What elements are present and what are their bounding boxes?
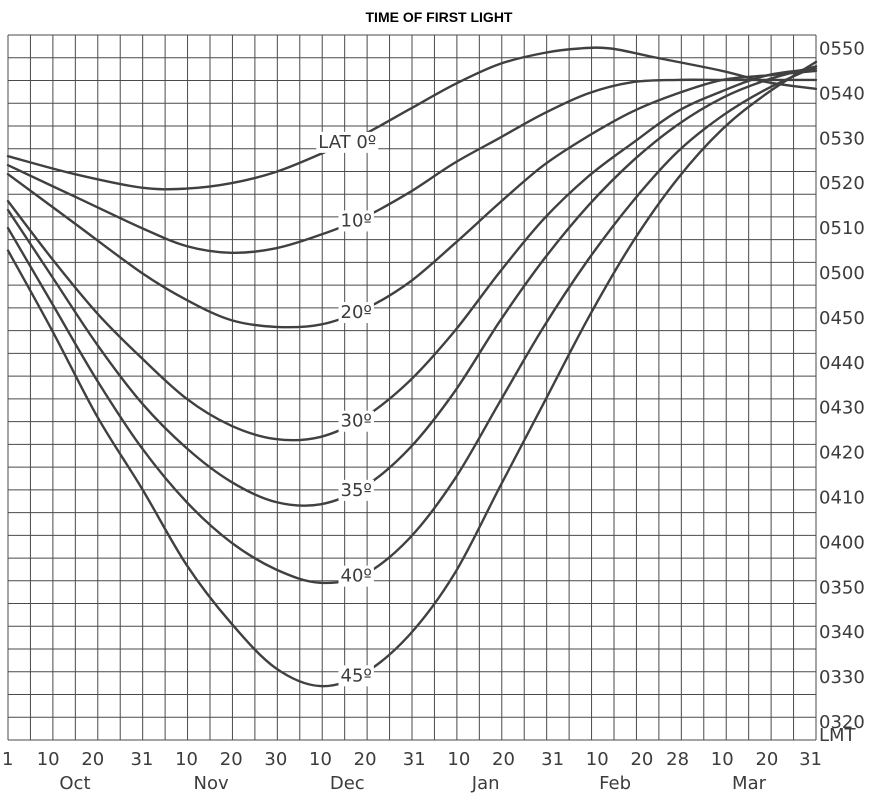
chart-title: TIME OF FIRST LIGHT: [366, 9, 513, 25]
x-tick-label: 31: [799, 749, 822, 770]
x-tick-label: 20: [81, 749, 104, 770]
y-tick-label: 0400: [819, 532, 865, 553]
x-tick-label: 20: [220, 749, 243, 770]
x-month-label: Jan: [471, 773, 500, 794]
x-tick-label: 30: [264, 749, 287, 770]
y-tick-label: 0520: [819, 173, 865, 194]
x-tick-label: 28: [666, 749, 689, 770]
y-tick-label: 0410: [819, 488, 865, 509]
chart-curve-labels: LAT 0º 10º 20º 30º 35º 40º 45º: [316, 131, 379, 687]
y-tick-label: 0500: [819, 263, 865, 284]
x-tick-label: 10: [711, 749, 734, 770]
x-tick-label: 20: [492, 749, 515, 770]
curve-label-background: [338, 565, 374, 587]
curve-series-2: [6, 69, 818, 329]
curve-label-4: 35º: [341, 480, 372, 501]
x-tick-label: 10: [586, 749, 609, 770]
curve-label-2: 20º: [341, 302, 372, 323]
y-tick-label: 0530: [819, 128, 865, 149]
x-month-label: Mar: [732, 773, 767, 794]
curve-label-background: [338, 302, 374, 324]
chart-tick-labels: 0320 0330 0340 0350 0400 0410 0420 0430 0440 0450…: [2, 38, 865, 794]
chart-grid: [7, 34, 817, 741]
curve-series-1: [6, 78, 818, 255]
curve-series-0: [6, 46, 818, 191]
x-tick-label: 31: [130, 749, 153, 770]
x-tick-label: 31: [541, 749, 564, 770]
curve-label-background: [316, 131, 379, 153]
x-month-label: Dec: [330, 773, 365, 794]
x-tick-label: 10: [37, 749, 60, 770]
curve-label-0: LAT 0º: [318, 132, 376, 153]
curve-label-5: 40º: [341, 566, 372, 587]
y-tick-label: 0320: [819, 712, 865, 733]
y-tick-label: 0430: [819, 398, 865, 419]
curve-label-6: 45º: [341, 665, 372, 686]
x-tick-label: 20: [354, 749, 377, 770]
x-tick-label: 10: [447, 749, 470, 770]
x-month-label: Feb: [599, 773, 631, 794]
y-tick-label: 0440: [819, 353, 865, 374]
chart-curves: [6, 46, 818, 688]
curve-series-4: [6, 65, 818, 507]
y-tick-label: 0450: [819, 308, 865, 329]
y-tick-label: 0420: [819, 443, 865, 464]
curve-series-6: [6, 60, 818, 688]
curve-label-1: 10º: [341, 210, 372, 231]
y-tick-label: 0350: [819, 577, 865, 598]
x-tick-label: 10: [309, 749, 332, 770]
x-month-label: Nov: [194, 773, 229, 794]
x-month-label: Oct: [59, 773, 90, 794]
y-tick-label: 0550: [819, 38, 865, 59]
curve-label-background: [338, 210, 374, 232]
y-tick-label: 0510: [819, 218, 865, 239]
x-tick-label: 20: [755, 749, 778, 770]
y-tick-label: 0340: [819, 622, 865, 643]
y-tick-label: 0540: [819, 83, 865, 104]
curve-label-background: [338, 410, 374, 432]
y-unit-label: LMT: [819, 725, 857, 746]
curve-label-background: [338, 479, 374, 501]
curve-series-3: [6, 67, 818, 442]
curve-series-5: [6, 65, 818, 585]
curve-label-3: 30º: [341, 411, 372, 432]
x-tick-label: 20: [630, 749, 653, 770]
x-tick-label: 31: [403, 749, 426, 770]
x-tick-label: 1: [2, 749, 13, 770]
y-tick-label: 0330: [819, 667, 865, 688]
x-tick-label: 10: [175, 749, 198, 770]
curve-label-background: [338, 665, 374, 687]
